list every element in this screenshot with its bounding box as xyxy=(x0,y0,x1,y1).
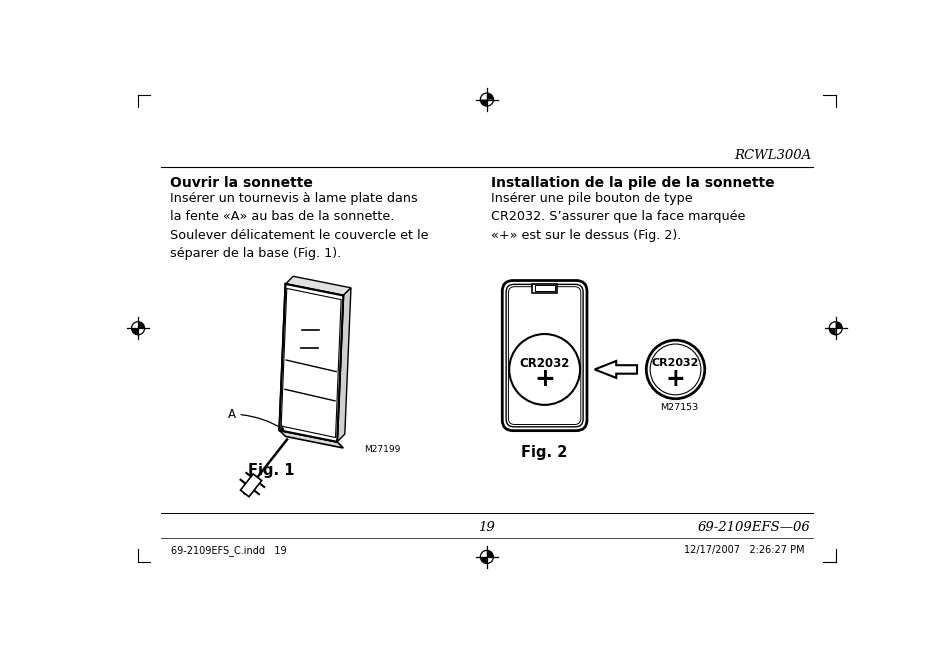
Ellipse shape xyxy=(509,334,580,405)
Wedge shape xyxy=(481,99,486,106)
Polygon shape xyxy=(279,430,343,448)
Bar xyxy=(532,283,557,293)
Wedge shape xyxy=(138,322,144,328)
FancyBboxPatch shape xyxy=(506,284,583,427)
Polygon shape xyxy=(595,361,637,378)
Polygon shape xyxy=(279,284,343,442)
Text: Ouvrir la sonnette: Ouvrir la sonnette xyxy=(170,176,313,190)
Circle shape xyxy=(646,340,705,398)
FancyBboxPatch shape xyxy=(503,281,587,431)
Text: +: + xyxy=(534,367,555,391)
Polygon shape xyxy=(286,276,351,296)
Circle shape xyxy=(650,344,701,395)
Text: Fig. 1: Fig. 1 xyxy=(248,463,294,478)
Text: 69-2109EFS—06: 69-2109EFS—06 xyxy=(697,521,810,534)
Text: Insérer un tournevis à lame plate dans
la fente «A» au bas de la sonnette.
Soule: Insérer un tournevis à lame plate dans l… xyxy=(170,192,428,261)
Text: Installation de la pile de la sonnette: Installation de la pile de la sonnette xyxy=(491,176,774,190)
Wedge shape xyxy=(836,322,843,328)
Polygon shape xyxy=(240,474,261,497)
Text: M27153: M27153 xyxy=(660,403,698,412)
Text: RCWL300A: RCWL300A xyxy=(733,149,811,162)
Polygon shape xyxy=(337,288,351,442)
Bar xyxy=(535,285,555,291)
Text: M27199: M27199 xyxy=(365,445,401,454)
Text: 69-2109EFS_C.indd   19: 69-2109EFS_C.indd 19 xyxy=(171,545,287,556)
Text: CR2032: CR2032 xyxy=(652,358,699,367)
Wedge shape xyxy=(486,93,493,99)
Text: Fig. 2: Fig. 2 xyxy=(522,445,568,460)
Text: CR2032: CR2032 xyxy=(520,357,570,370)
Wedge shape xyxy=(131,328,138,335)
Wedge shape xyxy=(481,557,486,564)
Text: 12/17/2007   2:26:27 PM: 12/17/2007 2:26:27 PM xyxy=(684,545,805,555)
Polygon shape xyxy=(279,284,343,442)
Wedge shape xyxy=(486,551,493,557)
Text: 19: 19 xyxy=(479,521,495,534)
FancyBboxPatch shape xyxy=(508,287,580,424)
Wedge shape xyxy=(829,328,836,335)
Text: Insérer une pile bouton de type
CR2032. S’assurer que la face marquée
«+» est su: Insérer une pile bouton de type CR2032. … xyxy=(491,192,745,242)
Text: +: + xyxy=(666,367,685,391)
Text: A: A xyxy=(227,408,284,430)
